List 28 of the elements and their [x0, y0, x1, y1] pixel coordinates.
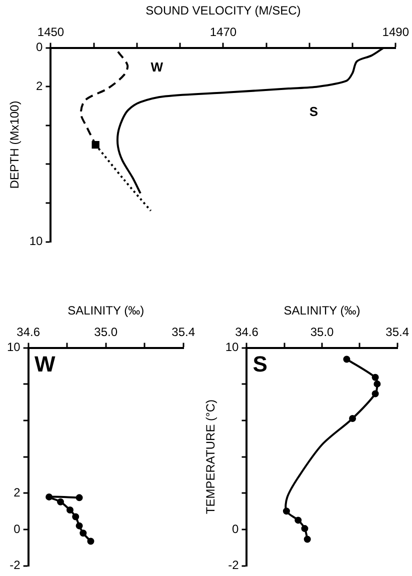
- y-tick-label: 2: [36, 78, 44, 93]
- annotation: W: [150, 59, 164, 74]
- y-tick-label: 2: [14, 485, 21, 500]
- x-tick-label: 35.4: [172, 324, 196, 339]
- x-axis-title: SALINITY (‰): [284, 304, 360, 318]
- x-tick-label: 35.0: [310, 324, 334, 339]
- x-tick-label: 34.6: [235, 324, 259, 339]
- y-tick-label: 0: [14, 522, 21, 536]
- annotation: W: [34, 351, 56, 376]
- y-axis-title: TEMPERATURE (°C): [204, 400, 218, 514]
- y-tick-label: 10: [29, 234, 44, 248]
- x-tick-label: 34.6: [16, 324, 40, 339]
- x-tick-label: 1490: [382, 24, 410, 39]
- x-tick-label: 1470: [210, 24, 237, 39]
- x-tick-label: 35.4: [386, 324, 410, 339]
- x-tick-label: 1450: [37, 24, 64, 39]
- annotation: S: [252, 351, 268, 376]
- y-tick-label: 0: [232, 522, 240, 536]
- y-tick-label: 10: [225, 340, 240, 354]
- x-axis-title: SOUND VELOCITY (M/SEC): [146, 4, 301, 18]
- y-axis-title: DEPTH (Mx100): [8, 100, 22, 189]
- x-tick-label: 35.0: [94, 324, 118, 339]
- y-tick-label: 0: [36, 40, 44, 54]
- y-tick-label: 10: [6, 340, 21, 354]
- annotation: S: [309, 104, 318, 120]
- x-axis-title: SALINITY (‰): [68, 304, 144, 318]
- y-tick-label: -2: [10, 558, 21, 572]
- y-tick-label: -2: [228, 558, 240, 572]
